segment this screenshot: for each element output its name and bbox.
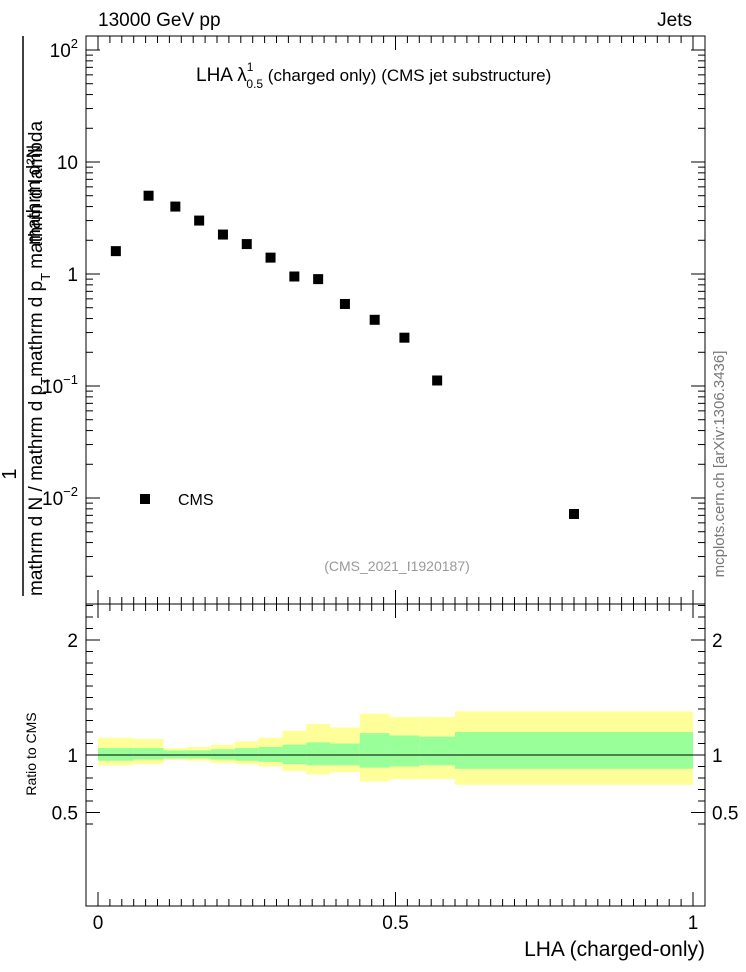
ylabel-numerator: mathrm d²N bbox=[24, 145, 45, 245]
inner-band-bin bbox=[330, 743, 360, 766]
y-tick-label: 10−2 bbox=[42, 484, 78, 510]
ylabel-denominator-tail: mathrm d p bbox=[26, 281, 47, 377]
side-credit-label: mcplots.cern.ch [arXiv:1306.3436] bbox=[711, 351, 728, 578]
inner-band-bin bbox=[359, 733, 390, 768]
legend-label: CMS bbox=[178, 492, 214, 509]
x-tick-label: 0 bbox=[93, 913, 104, 934]
inner-band-bin bbox=[98, 748, 134, 761]
ratio-ylabel: Ratio to CMS bbox=[23, 712, 39, 795]
main-axis-ticks: 10−2 10−1 1 10 102 bbox=[42, 36, 705, 604]
inner-band-bin bbox=[211, 749, 235, 760]
data-point bbox=[170, 201, 181, 212]
title-sup: 1 bbox=[247, 60, 254, 74]
ratio-y-tick-label: 1 bbox=[67, 746, 78, 767]
inner-band-bin bbox=[419, 736, 455, 766]
plot-title: LHA λ1 0.5 (charged only) (CMS jet substr… bbox=[196, 60, 551, 91]
ylabel-denominator-sub: T bbox=[38, 377, 53, 385]
data-point bbox=[241, 239, 252, 250]
data-point bbox=[313, 274, 324, 285]
ylabel-one: 1 bbox=[0, 468, 21, 479]
ratio-y-tick-label-right: 2 bbox=[712, 631, 723, 652]
main-ylabel: 1 mathrm d²N mathrm d N / mathrm d pTmat… bbox=[0, 36, 53, 596]
title-suffix: (charged only) (CMS jet substructure) bbox=[263, 66, 551, 85]
ylabel-denominator-main: mathrm d N / mathrm d p bbox=[26, 385, 47, 596]
inner-band-bin bbox=[133, 748, 164, 760]
inner-band-bin bbox=[163, 750, 188, 759]
inner-band-bin bbox=[282, 744, 307, 765]
data-point bbox=[339, 298, 350, 309]
ratio-y-tick-label: 0.5 bbox=[52, 804, 78, 825]
x-axis-label: LHA (charged-only) bbox=[524, 938, 705, 961]
jets-label: Jets bbox=[657, 10, 692, 31]
data-point bbox=[399, 332, 410, 343]
ratio-bands bbox=[98, 711, 693, 785]
main-plot-frame bbox=[85, 35, 706, 605]
y-tick-label: 10 bbox=[57, 153, 78, 174]
ratio-y-tick-label: 2 bbox=[67, 631, 78, 652]
x-tick-label: 0.5 bbox=[382, 913, 408, 934]
energy-label: 13000 GeV pp bbox=[98, 10, 221, 31]
y-tick-label: 10−1 bbox=[42, 372, 78, 398]
title-prefix: LHA λ bbox=[196, 65, 247, 86]
ratio-y-tick-label-right: 1 bbox=[712, 746, 723, 767]
inner-band-bin bbox=[455, 732, 693, 769]
data-point bbox=[289, 271, 300, 282]
y-tick-label: 1 bbox=[67, 265, 78, 286]
inner-band-bin bbox=[306, 742, 331, 766]
inner-band-bin bbox=[234, 748, 259, 761]
inner-band-bin bbox=[187, 750, 212, 759]
data-point bbox=[110, 246, 121, 257]
data-point bbox=[194, 215, 205, 226]
analysis-tag: (CMS_2021_I1920187) bbox=[324, 558, 470, 574]
ylabel-denominator: mathrm d N / mathrm d pTmathrm d pTmathr… bbox=[26, 121, 53, 596]
data-point bbox=[569, 508, 579, 519]
data-point bbox=[265, 252, 276, 263]
data-point bbox=[369, 314, 380, 325]
legend-marker bbox=[140, 494, 150, 504]
data-point bbox=[432, 375, 443, 386]
ylabel-denominator-end: mathrm d lambda bbox=[26, 121, 47, 269]
x-tick-label: 1 bbox=[688, 913, 699, 934]
title-sub: 0.5 bbox=[246, 77, 263, 91]
data-markers bbox=[110, 190, 579, 519]
data-point bbox=[143, 190, 154, 201]
data-point bbox=[217, 229, 228, 240]
y-tick-label: 102 bbox=[50, 36, 78, 62]
ylabel-denominator-tail-sub: T bbox=[38, 273, 53, 281]
ratio-axis-ticks: 0 0.5 1 0.5 0.5 1 1 2 2 bbox=[52, 604, 738, 934]
inner-band-bin bbox=[389, 735, 420, 767]
ratio-y-tick-label-right: 0.5 bbox=[712, 804, 738, 825]
inner-band-bin bbox=[258, 746, 283, 762]
